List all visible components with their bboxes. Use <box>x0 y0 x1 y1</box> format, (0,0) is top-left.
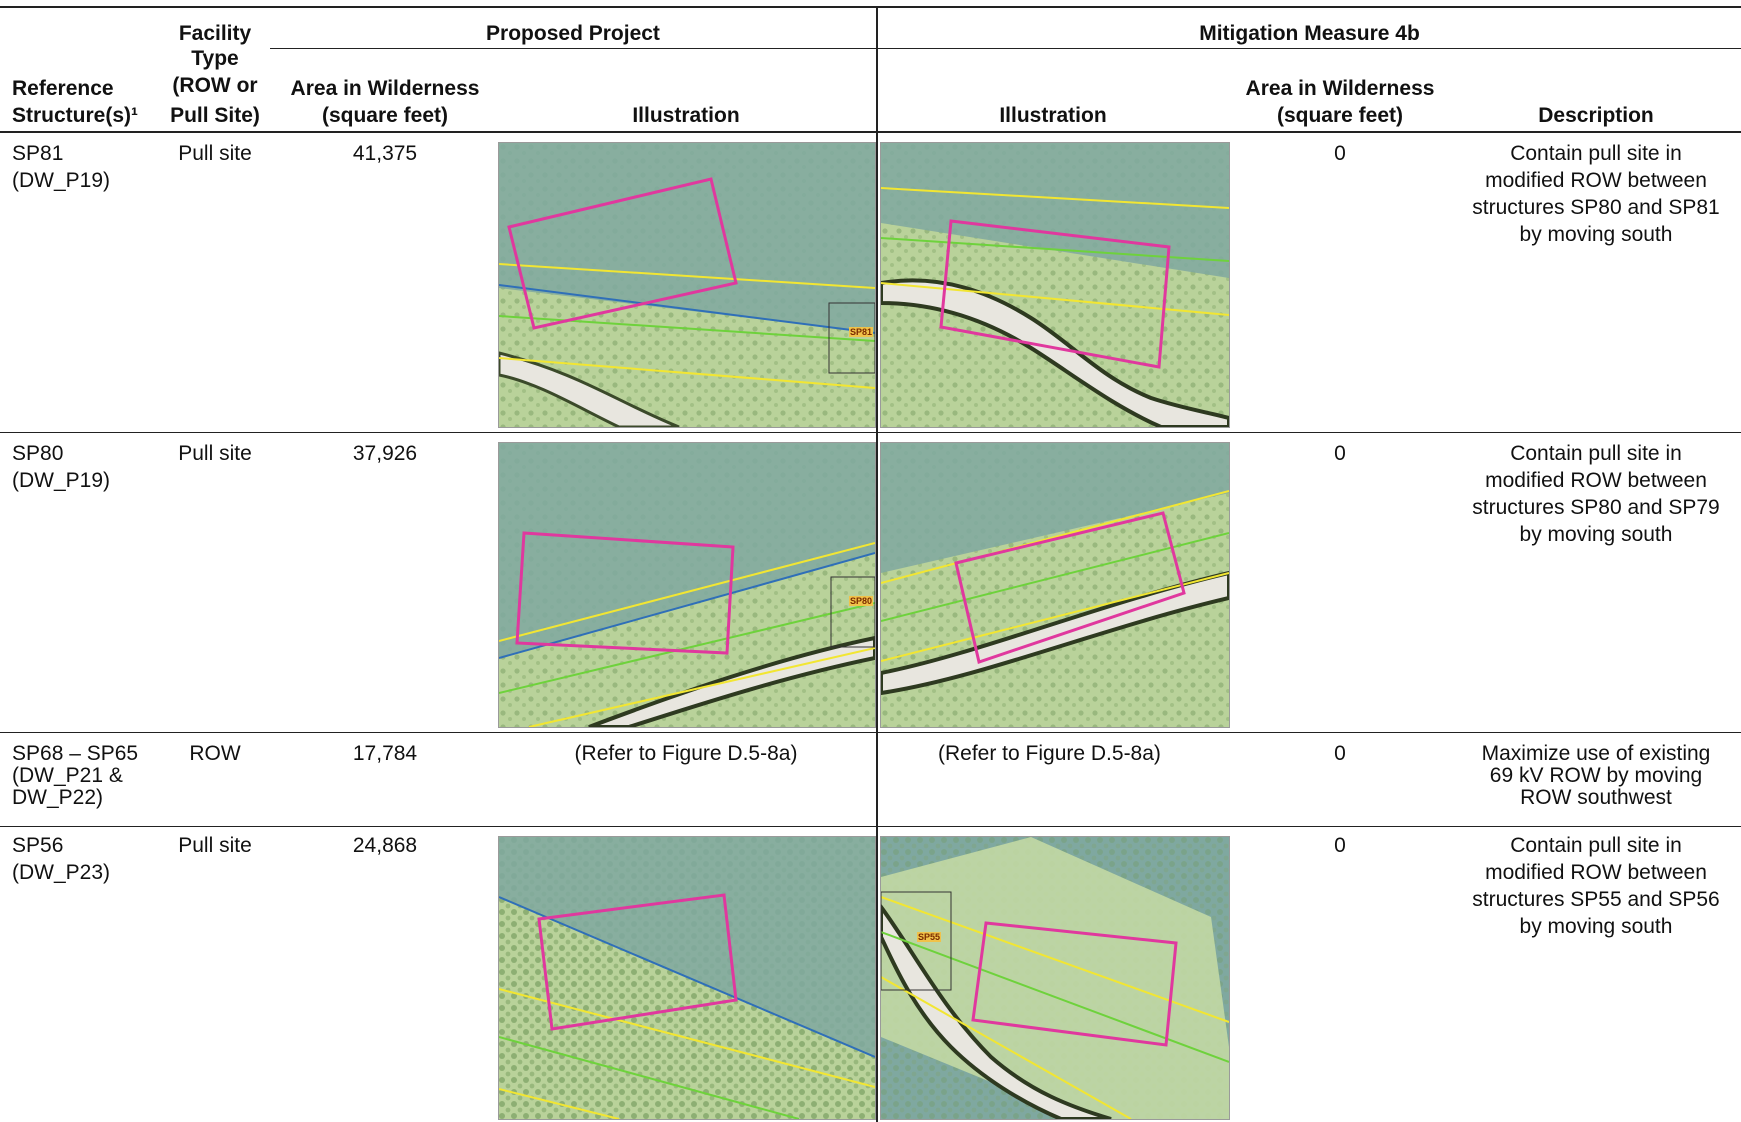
row-description: by moving south <box>1519 223 1673 246</box>
mitigation-illustration <box>880 442 1230 728</box>
header-illustration-proposed: Illustration <box>632 104 740 127</box>
row-ref: (DW_P23) <box>12 861 111 884</box>
row-description: structures SP80 and SP79 <box>1472 496 1720 519</box>
row-ref: DW_P22) <box>12 786 104 809</box>
row-description: modified ROW between <box>1485 169 1707 192</box>
row-area: 17,784 <box>352 742 418 765</box>
row-divider <box>0 732 1741 733</box>
row-description: modified ROW between <box>1485 469 1707 492</box>
structure-marker: SP81 <box>849 327 874 337</box>
row-facility: Pull site <box>178 142 252 165</box>
mitigation-illustration: SP55 <box>880 836 1230 1120</box>
header-m-area-1: Area in Wilderness <box>1245 77 1435 100</box>
proposed-illustration <box>498 836 876 1120</box>
header-facility-1: Facility <box>178 22 252 45</box>
header-bottom-rule <box>0 131 1741 133</box>
row-divider <box>0 432 1741 433</box>
header-illustration-mitigation: Illustration <box>999 104 1107 127</box>
row-description: modified ROW between <box>1485 861 1707 884</box>
row-facility: Pull site <box>178 442 252 465</box>
header-reference-1: Reference <box>12 77 114 100</box>
row-description: 69 kV ROW by moving <box>1489 764 1703 787</box>
row-facility: ROW <box>189 742 241 765</box>
row-divider <box>0 826 1741 827</box>
row-description: structures SP55 and SP56 <box>1472 888 1720 911</box>
row-facility: Pull site <box>178 834 252 857</box>
group-divider <box>876 6 878 1122</box>
row-m-area: 0 <box>1334 742 1346 765</box>
header-facility-4: Pull Site) <box>170 104 260 127</box>
header-area-1: Area in Wilderness <box>290 77 480 100</box>
row-ref: (DW_P19) <box>12 469 111 492</box>
header-reference-2: Structure(s)¹ <box>12 104 139 127</box>
row-m-area: 0 <box>1334 442 1346 465</box>
proposed-figure-reference: (Refer to Figure D.5-8a) <box>574 742 798 765</box>
row-ref: (DW_P19) <box>12 169 111 192</box>
row-ref: SP68 – SP65 <box>12 742 139 765</box>
row-m-area: 0 <box>1334 834 1346 857</box>
top-rule <box>0 6 1741 8</box>
row-area: 24,868 <box>352 834 418 857</box>
row-ref: SP81 <box>12 142 64 165</box>
mitigation-illustration <box>880 142 1230 428</box>
row-description: Contain pull site in <box>1510 834 1682 857</box>
row-description: Contain pull site in <box>1510 442 1682 465</box>
row-area: 41,375 <box>352 142 418 165</box>
row-description: Contain pull site in <box>1510 142 1682 165</box>
proposed-illustration: SP80 <box>498 442 876 728</box>
structure-marker: SP80 <box>849 596 874 606</box>
row-description: structures SP80 and SP81 <box>1472 196 1720 219</box>
row-ref: (DW_P21 & <box>12 764 123 787</box>
row-description: by moving south <box>1519 523 1673 546</box>
group-rule-mitigation <box>878 48 1741 49</box>
row-area: 37,926 <box>352 442 418 465</box>
header-m-area-2: (square feet) <box>1276 104 1404 127</box>
header-group-proposed: Proposed Project <box>486 22 660 45</box>
header-group-mitigation: Mitigation Measure 4b <box>1199 22 1420 45</box>
row-m-area: 0 <box>1334 142 1346 165</box>
row-description: by moving south <box>1519 915 1673 938</box>
row-ref: SP80 <box>12 442 64 465</box>
proposed-illustration: SP81 <box>498 142 876 428</box>
row-description: ROW southwest <box>1520 786 1672 809</box>
header-description: Description <box>1538 104 1654 127</box>
header-facility-2: Type <box>191 47 239 70</box>
mitigation-figure-reference: (Refer to Figure D.5-8a) <box>938 742 1161 765</box>
header-facility-3: (ROW or <box>172 74 258 97</box>
row-description: Maximize use of existing <box>1481 742 1711 765</box>
row-ref: SP56 <box>12 834 64 857</box>
group-rule-proposed <box>270 48 876 49</box>
structure-marker: SP55 <box>917 932 942 942</box>
header-area-2: (square feet) <box>321 104 449 127</box>
